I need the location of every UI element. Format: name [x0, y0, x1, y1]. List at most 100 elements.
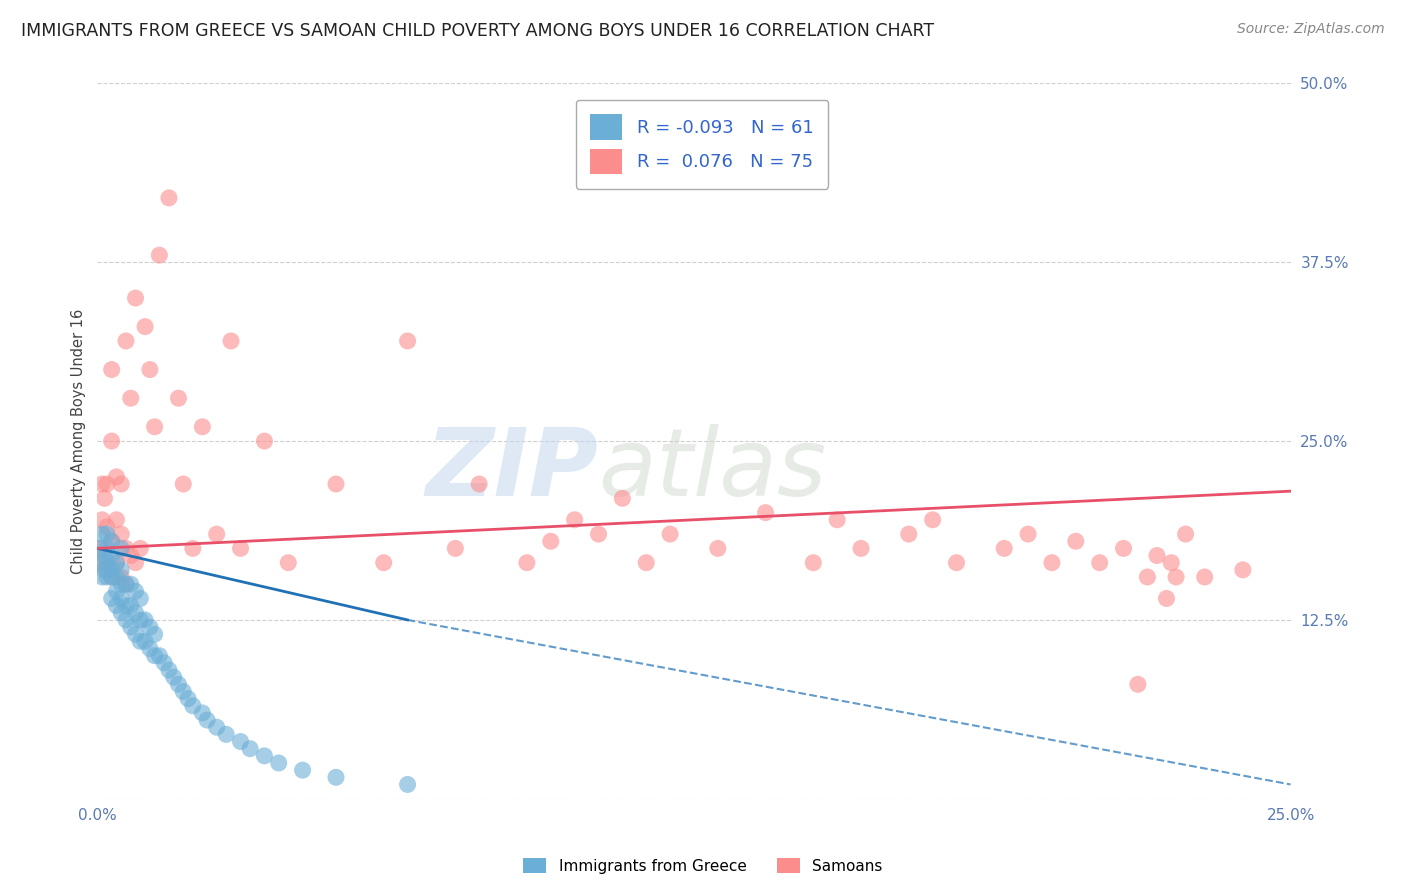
Point [1194, 570, 1216, 584]
Point [110, 606, 132, 620]
Point [105, 513, 128, 527]
Point [93, 491, 115, 506]
Point [110, 570, 132, 584]
Point [215, 727, 238, 741]
Point [96, 570, 118, 584]
Point [96, 527, 118, 541]
Point [1146, 549, 1168, 563]
Point [91, 570, 114, 584]
Point [219, 334, 242, 348]
Point [120, 620, 142, 634]
Point [172, 684, 194, 698]
Point [325, 477, 347, 491]
Point [100, 534, 122, 549]
Point [1232, 563, 1254, 577]
Point [100, 534, 122, 549]
Point [115, 577, 138, 591]
Point [945, 556, 967, 570]
Point [91, 527, 114, 541]
Point [172, 477, 194, 491]
Legend: Immigrants from Greece, Samoans: Immigrants from Greece, Samoans [517, 852, 889, 880]
Point [181, 541, 204, 556]
Text: Source: ZipAtlas.com: Source: ZipAtlas.com [1237, 22, 1385, 37]
Point [100, 591, 122, 606]
Point [143, 648, 166, 663]
Point [100, 570, 122, 584]
Point [1164, 570, 1187, 584]
Point [239, 741, 262, 756]
Text: atlas: atlas [599, 425, 827, 516]
Point [120, 391, 142, 405]
Point [253, 434, 276, 449]
Point [115, 334, 138, 348]
Point [139, 641, 162, 656]
Point [91, 556, 114, 570]
Point [229, 541, 252, 556]
Point [129, 634, 152, 648]
Point [96, 477, 118, 491]
Point [325, 770, 347, 784]
Point [105, 556, 128, 570]
Point [1126, 677, 1149, 691]
Point [157, 663, 180, 677]
Point [540, 534, 562, 549]
Point [1160, 556, 1182, 570]
Point [659, 527, 682, 541]
Point [1088, 556, 1111, 570]
Point [100, 434, 122, 449]
Point [120, 577, 142, 591]
Point [195, 713, 218, 727]
Point [100, 570, 122, 584]
Point [1017, 527, 1039, 541]
Point [124, 606, 146, 620]
Point [124, 584, 146, 599]
Point [897, 527, 920, 541]
Point [1040, 556, 1063, 570]
Point [612, 491, 634, 506]
Point [115, 577, 138, 591]
Point [191, 419, 214, 434]
Point [205, 720, 228, 734]
Point [91, 556, 114, 570]
Point [167, 677, 190, 691]
Point [1112, 541, 1135, 556]
Point [134, 613, 156, 627]
Point [110, 563, 132, 577]
Point [1136, 570, 1159, 584]
Point [444, 541, 467, 556]
Point [105, 570, 128, 584]
Point [93, 563, 115, 577]
Y-axis label: Child Poverty Among Boys Under 16: Child Poverty Among Boys Under 16 [72, 309, 86, 574]
Point [396, 777, 419, 791]
Point [115, 613, 138, 627]
Point [124, 627, 146, 641]
Point [148, 248, 170, 262]
Point [253, 748, 276, 763]
Point [129, 591, 152, 606]
Point [396, 334, 419, 348]
Point [100, 563, 122, 577]
Point [105, 584, 128, 599]
Point [129, 541, 152, 556]
Point [143, 419, 166, 434]
Point [229, 734, 252, 748]
Text: IMMIGRANTS FROM GREECE VS SAMOAN CHILD POVERTY AMONG BOYS UNDER 16 CORRELATION C: IMMIGRANTS FROM GREECE VS SAMOAN CHILD P… [21, 22, 934, 40]
Point [181, 698, 204, 713]
Point [516, 556, 538, 570]
Point [120, 549, 142, 563]
Text: ZIP: ZIP [426, 424, 599, 516]
Point [110, 477, 132, 491]
Point [100, 549, 122, 563]
Point [100, 362, 122, 376]
Legend: R = -0.093   N = 61, R =  0.076   N = 75: R = -0.093 N = 61, R = 0.076 N = 75 [575, 100, 828, 188]
Point [134, 319, 156, 334]
Point [564, 513, 586, 527]
Point [139, 620, 162, 634]
Point [115, 541, 138, 556]
Point [129, 613, 152, 627]
Point [120, 599, 142, 613]
Point [291, 763, 314, 777]
Point [139, 362, 162, 376]
Point [96, 556, 118, 570]
Point [89, 541, 111, 556]
